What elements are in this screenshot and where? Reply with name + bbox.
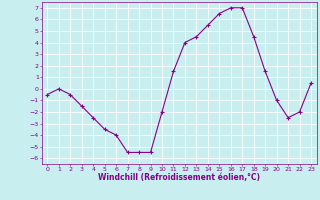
- X-axis label: Windchill (Refroidissement éolien,°C): Windchill (Refroidissement éolien,°C): [98, 173, 260, 182]
